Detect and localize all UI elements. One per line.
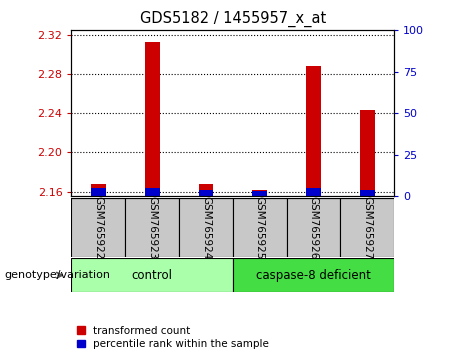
Bar xyxy=(125,198,179,257)
Bar xyxy=(340,198,394,257)
Text: GSM765926: GSM765926 xyxy=(308,196,319,259)
Text: genotype/variation: genotype/variation xyxy=(5,270,111,280)
Text: GSM765925: GSM765925 xyxy=(254,196,265,259)
Bar xyxy=(145,188,160,196)
Bar xyxy=(91,184,106,196)
Text: caspase-8 deficient: caspase-8 deficient xyxy=(256,269,371,282)
Bar xyxy=(71,258,233,292)
Bar xyxy=(145,42,160,196)
Bar xyxy=(306,66,321,196)
Legend: transformed count, percentile rank within the sample: transformed count, percentile rank withi… xyxy=(77,326,269,349)
Bar xyxy=(199,190,213,196)
Title: GDS5182 / 1455957_x_at: GDS5182 / 1455957_x_at xyxy=(140,11,326,27)
Bar xyxy=(91,188,106,196)
Bar xyxy=(287,198,340,257)
Text: control: control xyxy=(132,269,172,282)
Text: GSM765927: GSM765927 xyxy=(362,196,372,259)
Bar xyxy=(71,198,125,257)
Bar xyxy=(179,198,233,257)
Bar xyxy=(252,190,267,196)
Text: GSM765924: GSM765924 xyxy=(201,196,211,259)
Bar xyxy=(360,110,375,196)
Bar xyxy=(199,184,213,196)
Bar xyxy=(360,190,375,196)
Bar xyxy=(306,188,321,196)
Bar xyxy=(233,258,394,292)
Text: GSM765923: GSM765923 xyxy=(147,196,157,259)
Bar xyxy=(252,192,267,196)
Bar xyxy=(233,198,287,257)
Text: GSM765922: GSM765922 xyxy=(93,196,103,259)
